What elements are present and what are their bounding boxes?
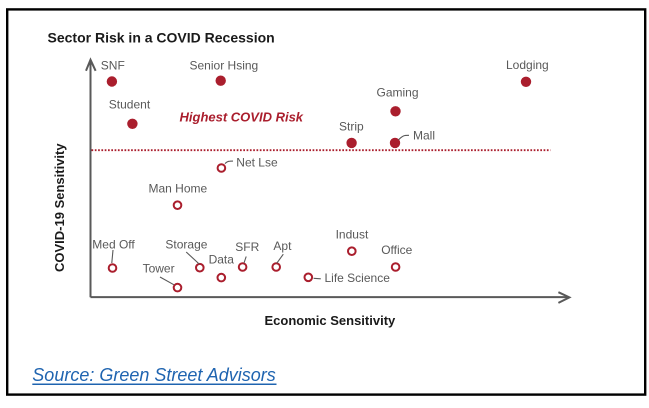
svg-text:Strip: Strip xyxy=(339,120,364,134)
svg-text:Med Off: Med Off xyxy=(92,237,135,251)
svg-text:Source: Green Street Advisors: Source: Green Street Advisors xyxy=(32,365,275,385)
svg-text:Office: Office xyxy=(381,243,412,257)
svg-text:Gaming: Gaming xyxy=(377,86,419,100)
svg-text:Senior Hsing: Senior Hsing xyxy=(190,59,259,73)
svg-text:Net Lse: Net Lse xyxy=(236,156,278,170)
svg-text:Man Home: Man Home xyxy=(149,182,208,196)
svg-text:Data: Data xyxy=(209,252,235,266)
svg-text:Life Science: Life Science xyxy=(325,271,391,285)
svg-text:Student: Student xyxy=(109,98,151,112)
svg-text:COVID-19 Sensitivity: COVID-19 Sensitivity xyxy=(52,143,67,272)
svg-text:SNF: SNF xyxy=(101,59,125,73)
svg-text:Storage: Storage xyxy=(165,237,207,251)
svg-text:SFR: SFR xyxy=(235,240,259,254)
svg-text:Apt: Apt xyxy=(273,239,292,253)
svg-text:Economic Sensitivity: Economic Sensitivity xyxy=(265,313,397,328)
svg-text:Tower: Tower xyxy=(143,262,175,276)
svg-text:Highest COVID Risk: Highest COVID Risk xyxy=(180,109,304,124)
svg-text:Sector Risk in a COVID Recessi: Sector Risk in a COVID Recession xyxy=(48,30,275,46)
svg-text:Indust: Indust xyxy=(336,228,369,242)
svg-text:Lodging: Lodging xyxy=(506,58,549,72)
svg-text:Mall: Mall xyxy=(413,129,435,143)
